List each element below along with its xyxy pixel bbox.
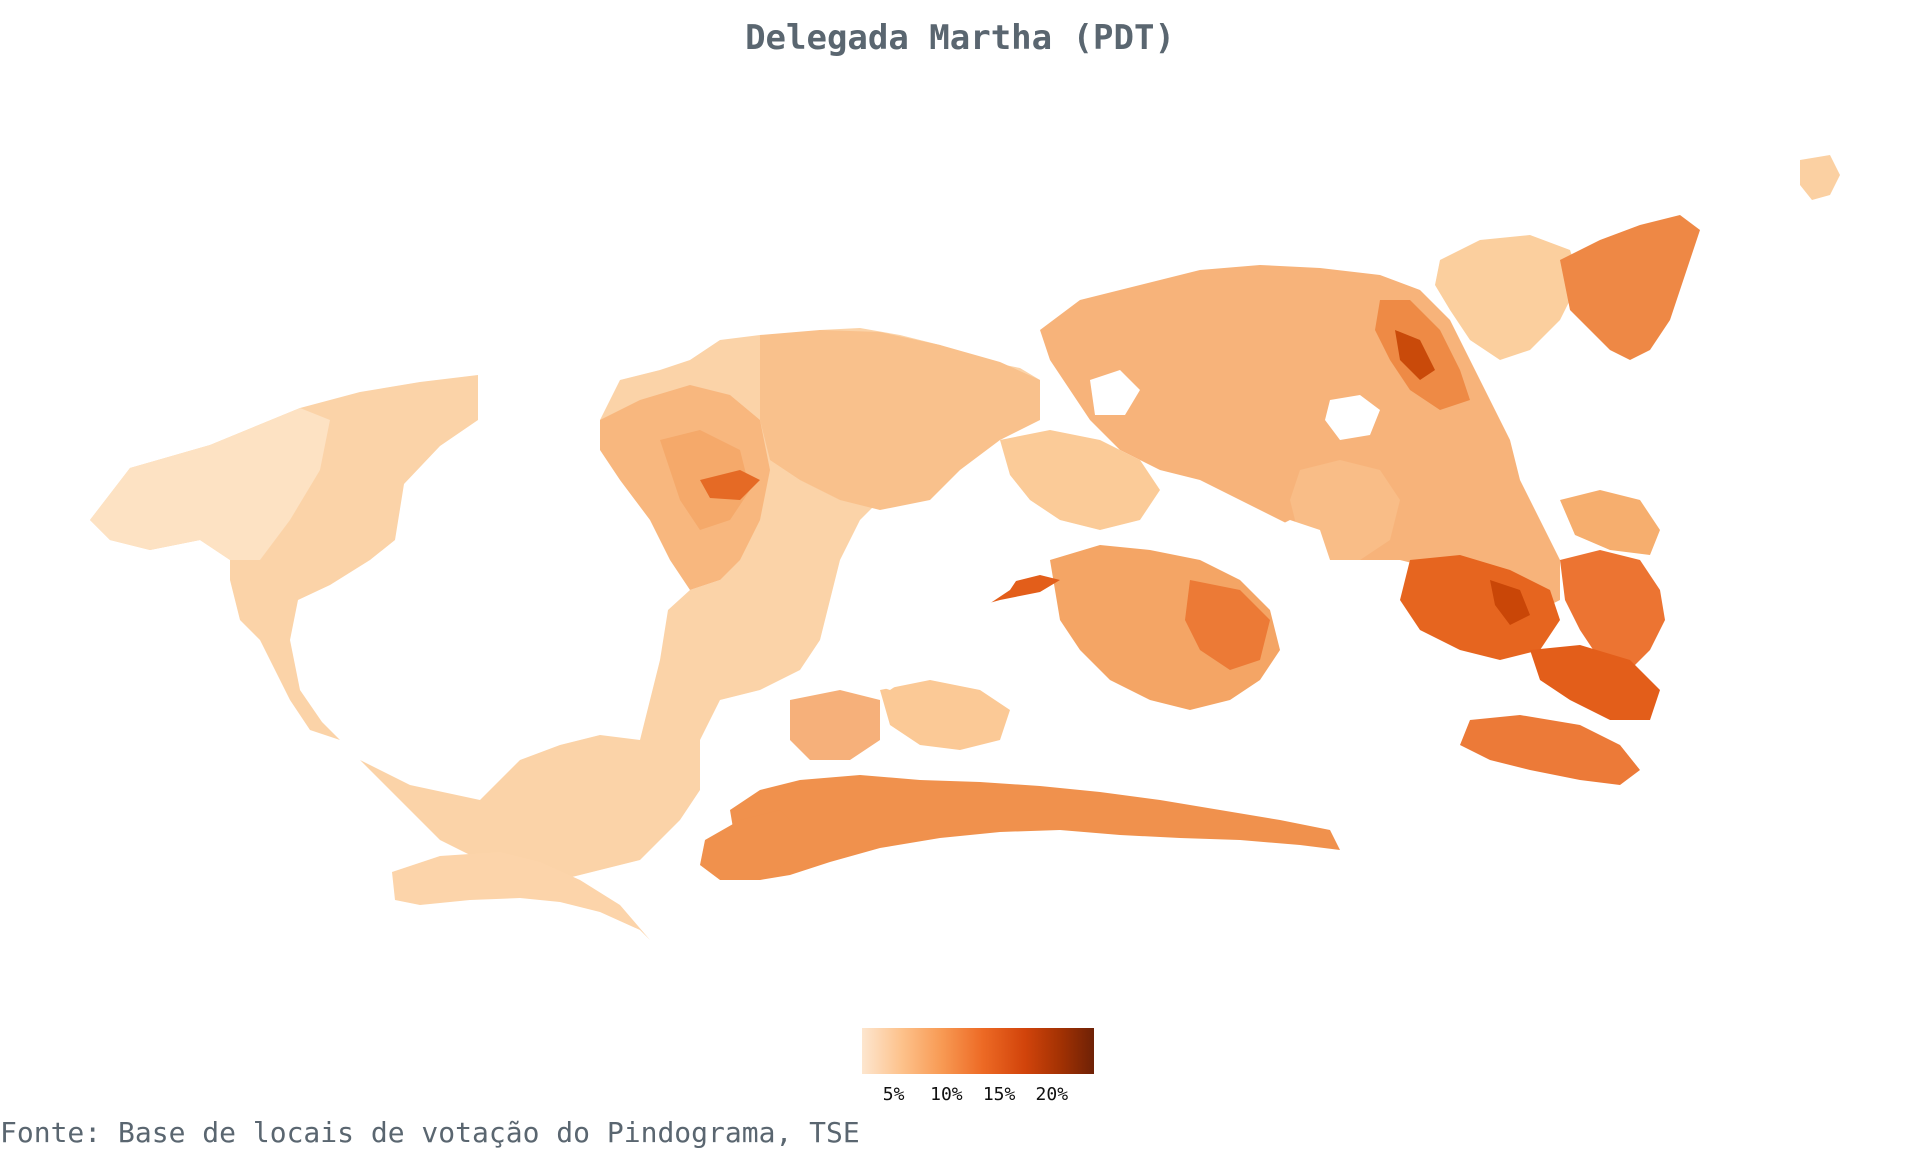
region-sulacap xyxy=(880,680,1010,750)
legend-tick-5: 5% xyxy=(882,1084,905,1105)
region-bangu-dark xyxy=(700,470,760,500)
color-legend: 5% 10% 15% 20% xyxy=(862,1028,1094,1108)
region-barra-tijuca xyxy=(730,775,1340,880)
region-niteroi-side xyxy=(1560,490,1660,555)
region-sepetiba-strip xyxy=(392,852,650,940)
lake-jacarepagua xyxy=(1270,680,1390,750)
region-penha-dark xyxy=(1395,330,1435,380)
region-jpa-north xyxy=(1000,430,1160,530)
lake-north xyxy=(1325,395,1380,440)
region-botafogo xyxy=(1560,550,1665,670)
lake-west xyxy=(465,455,520,510)
region-jacarepagua xyxy=(1050,545,1280,710)
legend-ticks: 5% 10% 15% 20% xyxy=(862,1078,1094,1108)
region-lagoa xyxy=(1530,645,1660,720)
region-ilha-east xyxy=(1560,215,1700,360)
lake-west-2 xyxy=(410,590,460,640)
region-centro-dark xyxy=(1490,580,1530,625)
lake-pedra-branca xyxy=(840,505,1030,690)
region-guaratiba xyxy=(90,408,330,560)
source-caption: Fonte: Base de locais de votação do Pind… xyxy=(0,1116,860,1149)
region-barra-south xyxy=(1460,715,1640,785)
region-vargem xyxy=(790,690,880,760)
lake-tijuca xyxy=(1245,520,1330,600)
legend-tick-10: 10% xyxy=(930,1084,963,1105)
legend-tick-15: 15% xyxy=(982,1084,1016,1105)
region-ilha-governador xyxy=(1435,235,1580,360)
lake-centre xyxy=(1090,370,1140,415)
map-title: Delegada Martha (PDT) xyxy=(745,18,1175,58)
region-recreio xyxy=(700,810,800,880)
legend-tick-20: 20% xyxy=(1035,1084,1069,1105)
region-realengo xyxy=(760,330,1040,510)
region-centro xyxy=(1400,555,1560,660)
region-paqueta xyxy=(1800,155,1840,200)
legend-gradient-bar xyxy=(862,1028,1094,1074)
region-jacarepagua-dark xyxy=(1185,580,1270,670)
